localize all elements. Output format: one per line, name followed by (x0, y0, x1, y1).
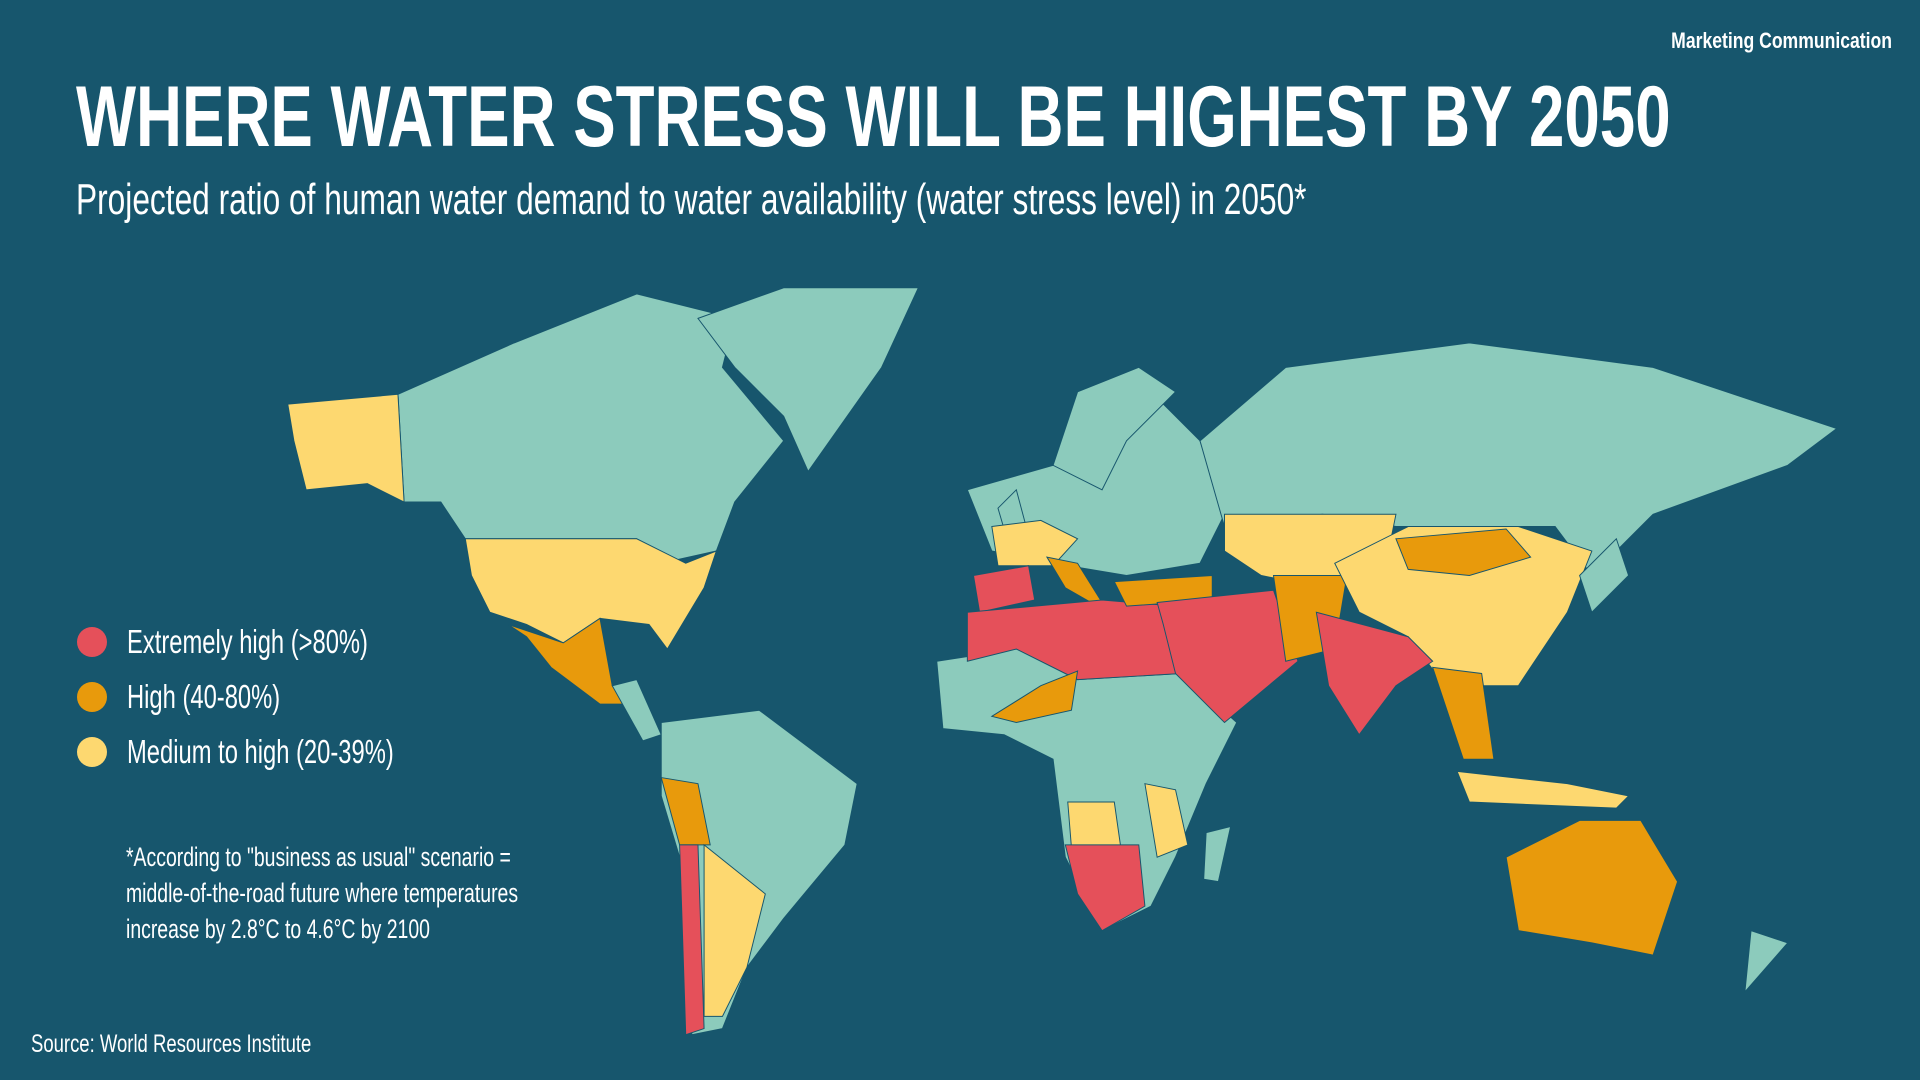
title-group: WHERE WATER STRESS WILL BE HIGHEST BY 20… (76, 70, 1671, 165)
peru (660, 776, 711, 846)
southeast-asia (1431, 666, 1495, 760)
greenland (697, 287, 920, 473)
madagascar (1203, 825, 1232, 883)
world-map (287, 287, 1838, 1036)
sahel (990, 670, 1079, 723)
mongolia (1395, 528, 1532, 577)
angola (1067, 801, 1121, 848)
legend-label-group: Medium to high (20-39%) (127, 734, 394, 771)
east-africa (1144, 783, 1189, 858)
western-europe (991, 519, 1079, 567)
usa (464, 538, 718, 650)
note-line: *According to "business as usual" scenar… (126, 842, 511, 872)
note-line-group: middle-of-the-road future where temperat… (126, 878, 518, 908)
note-line: increase by 2.8°C to 4.6°C by 2100 (126, 914, 430, 944)
india (1315, 611, 1434, 736)
tag-group: Marketing Communication (1671, 29, 1892, 53)
note-line-group: increase by 2.8°C to 4.6°C by 2100 (126, 914, 430, 944)
chile (679, 844, 705, 1036)
middle-east (1156, 589, 1299, 724)
australia (1505, 819, 1679, 956)
subtitle-group: Projected ratio of human water demand to… (76, 175, 1307, 224)
tag: Marketing Communication (1671, 29, 1892, 53)
japan (1579, 537, 1630, 614)
southern-africa (1064, 844, 1146, 932)
central-america (611, 679, 662, 742)
china (1334, 526, 1593, 687)
legend-label-group: Extremely high (>80%) (127, 624, 368, 661)
alaska (287, 393, 405, 503)
legend: Extremely high (>80%) High (40-80%) Medium… (77, 624, 394, 771)
legend-label-group: High (40-80%) (127, 679, 280, 716)
note-line: middle-of-the-road future where temperat… (126, 878, 518, 908)
legend-swatch (77, 627, 107, 657)
legend-label: High (40-80%) (127, 679, 280, 716)
legend-swatch (77, 682, 107, 712)
legend-swatch (77, 737, 107, 767)
argentina (703, 843, 766, 1017)
note: *According to "business as usual" scenar… (126, 842, 518, 944)
new-zealand (1744, 929, 1789, 994)
scandinavia (1052, 366, 1177, 491)
legend-label: Medium to high (20-39%) (127, 734, 394, 771)
indonesia (1456, 770, 1630, 809)
title: WHERE WATER STRESS WILL BE HIGHEST BY 20… (76, 70, 1671, 165)
subtitle: Projected ratio of human water demand to… (76, 175, 1307, 224)
note-line-group: *According to "business as usual" scenar… (126, 842, 511, 872)
iberia (972, 565, 1036, 613)
canada (397, 293, 785, 564)
legend-label: Extremely high (>80%) (127, 624, 368, 661)
source: Source: World Resources Institute (31, 1029, 311, 1057)
source-group: Source: World Resources Institute (31, 1029, 311, 1057)
north-africa (966, 599, 1183, 681)
